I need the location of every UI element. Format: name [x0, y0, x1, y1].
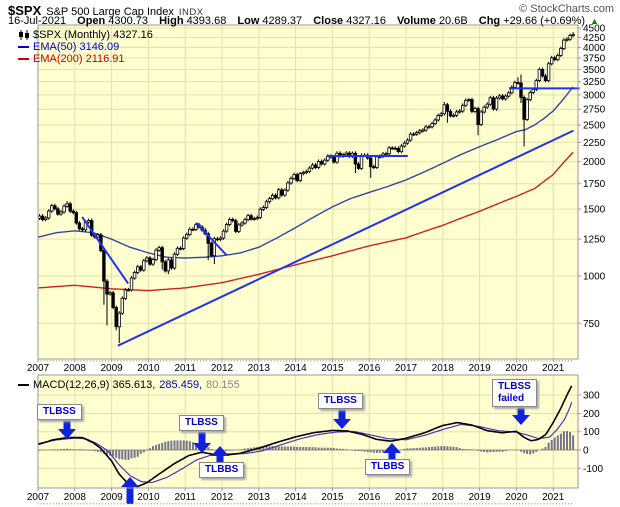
svg-text:2010: 2010: [137, 492, 160, 503]
symbol-name: S&P 500 Large Cap Index: [46, 6, 174, 18]
svg-text:0: 0: [583, 446, 589, 457]
svg-text:2009: 2009: [100, 363, 123, 374]
volume-label: Volume: [397, 15, 436, 27]
svg-text:1500: 1500: [583, 205, 606, 216]
svg-text:2012: 2012: [211, 363, 234, 374]
svg-text:1250: 1250: [583, 235, 606, 246]
open-value: 4300.73: [108, 15, 149, 27]
macd-signal-value: 285.459,: [159, 379, 203, 391]
svg-text:2016: 2016: [358, 492, 381, 503]
svg-text:2017: 2017: [395, 492, 418, 503]
svg-text:3750: 3750: [583, 54, 606, 65]
svg-text:2007: 2007: [27, 492, 50, 503]
price-legend: $SPX (Monthly) 4327.16 EMA(50) 3146.09 E…: [18, 29, 153, 65]
svg-text:2021: 2021: [542, 363, 565, 374]
macd-legend: MACD(12,26,9) 365.613, 285.459, 80.155: [18, 379, 240, 391]
volume-value: 20.6B: [438, 15, 468, 27]
svg-text:2009: 2009: [100, 492, 123, 503]
svg-text:1750: 1750: [583, 179, 606, 190]
ema200-line-icon: [18, 58, 29, 60]
svg-text:2014: 2014: [284, 492, 307, 503]
svg-text:2019: 2019: [468, 492, 491, 503]
signal-label-tlbbs: TLBBS: [365, 459, 411, 475]
low-value: 4289.37: [262, 15, 303, 27]
macd-hist-value: 80.155: [206, 379, 240, 391]
svg-text:2011: 2011: [174, 363, 196, 374]
svg-text:2020: 2020: [505, 363, 528, 374]
change-label: Chg: [478, 15, 501, 27]
high-label: High: [159, 15, 184, 27]
symbol: $SPX: [8, 3, 42, 18]
svg-text:2250: 2250: [583, 138, 606, 149]
high-value: 4393.68: [186, 15, 227, 27]
svg-text:-100: -100: [583, 464, 603, 475]
quote-line: 16-Jul-2021 Open 4300.73 High 4393.68 Low 4…: [8, 15, 614, 28]
svg-text:2500: 2500: [583, 120, 606, 131]
low-label: Low: [237, 15, 260, 27]
candlestick-icon: [19, 30, 29, 40]
svg-text:3500: 3500: [583, 65, 606, 76]
svg-text:2015: 2015: [321, 492, 344, 503]
ema200-legend-label: EMA(200) 2116.91: [33, 53, 125, 65]
stockcharts-logo: © StockCharts.com: [519, 3, 614, 15]
svg-text:2010: 2010: [137, 363, 160, 374]
svg-text:2007: 2007: [27, 363, 50, 374]
ema50-legend-label: EMA(50) 3146.09: [33, 41, 120, 53]
svg-text:200: 200: [583, 409, 600, 420]
svg-text:2013: 2013: [248, 363, 271, 374]
svg-text:2020: 2020: [505, 492, 528, 503]
svg-text:300: 300: [583, 391, 600, 402]
svg-text:2008: 2008: [64, 492, 87, 503]
svg-text:2018: 2018: [432, 363, 455, 374]
svg-text:4500: 4500: [583, 24, 606, 35]
svg-text:2015: 2015: [321, 363, 344, 374]
quote-date: 16-Jul-2021: [8, 15, 67, 27]
svg-text:2013: 2013: [248, 492, 271, 503]
exchange-label: INDX: [178, 7, 204, 18]
svg-text:2014: 2014: [284, 363, 307, 374]
price-legend-label: $SPX (Monthly) 4327.16: [33, 29, 153, 41]
svg-text:2012: 2012: [211, 492, 234, 503]
svg-text:2008: 2008: [64, 363, 87, 374]
signal-label-tlbss-failed: TLBSS failed: [492, 379, 537, 407]
svg-text:750: 750: [583, 319, 600, 330]
svg-text:3000: 3000: [583, 90, 606, 101]
svg-text:100: 100: [583, 427, 600, 438]
svg-text:4000: 4000: [583, 43, 606, 54]
chart-header: $SPX S&P 500 Large Cap Index INDX © StockC…: [8, 2, 614, 18]
change-value: +29.66 (+0.69%): [503, 15, 586, 27]
svg-text:2018: 2018: [432, 492, 455, 503]
signal-label-tlbss: TLBSS: [179, 415, 224, 431]
signal-label-tlbbs: TLBBS: [199, 462, 245, 478]
change-up-icon: ▲: [590, 16, 600, 26]
svg-text:3250: 3250: [583, 77, 606, 88]
svg-text:2750: 2750: [583, 105, 606, 116]
svg-text:2016: 2016: [358, 363, 381, 374]
signal-label-tlbss: TLBSS: [37, 404, 82, 420]
close-label: Close: [313, 15, 344, 27]
svg-text:2000: 2000: [583, 157, 606, 168]
svg-text:2019: 2019: [468, 363, 491, 374]
svg-text:2011: 2011: [174, 492, 196, 503]
svg-text:2021: 2021: [542, 492, 565, 503]
macd-line-icon: [18, 384, 29, 386]
signal-label-tlbss: TLBSS: [318, 393, 363, 409]
open-label: Open: [77, 15, 106, 27]
macd-legend-value: MACD(12,26,9) 365.613,: [33, 379, 156, 391]
svg-text:4250: 4250: [583, 33, 606, 44]
close-value: 4327.16: [346, 15, 386, 27]
ema50-line-icon: [18, 46, 29, 48]
svg-text:2017: 2017: [395, 363, 418, 374]
svg-text:1000: 1000: [583, 271, 606, 282]
